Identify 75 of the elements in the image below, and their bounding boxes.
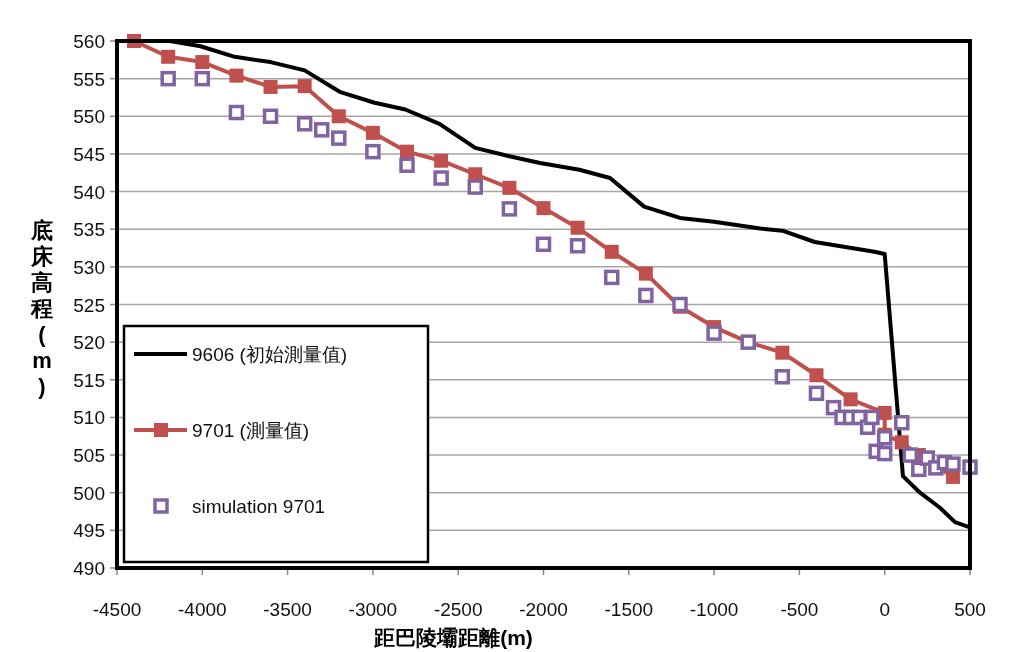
point bbox=[809, 368, 824, 383]
y-tick-label: 530 bbox=[73, 256, 105, 278]
x-tick-label: -1000 bbox=[689, 599, 739, 620]
point bbox=[876, 430, 893, 446]
point bbox=[843, 392, 858, 407]
point bbox=[604, 244, 619, 259]
point bbox=[911, 461, 927, 478]
point bbox=[195, 55, 210, 70]
point bbox=[877, 405, 892, 420]
point bbox=[296, 116, 313, 132]
point bbox=[399, 157, 415, 173]
point bbox=[536, 201, 551, 216]
y-tick-label: 545 bbox=[73, 143, 105, 165]
point bbox=[502, 180, 517, 195]
point bbox=[945, 456, 961, 472]
y-tick-label: 515 bbox=[73, 369, 105, 391]
point bbox=[775, 345, 790, 360]
point bbox=[194, 70, 211, 87]
legend-label: 9606 (初始測量值) bbox=[192, 344, 348, 365]
point bbox=[706, 325, 722, 341]
point bbox=[331, 109, 346, 124]
point bbox=[160, 70, 176, 87]
x-tick-label: -1500 bbox=[604, 599, 654, 620]
point bbox=[433, 170, 449, 186]
x-tick-label: 500 bbox=[954, 599, 986, 620]
point bbox=[774, 369, 791, 385]
x-tick-label: -4000 bbox=[178, 599, 227, 620]
point bbox=[638, 287, 654, 304]
point bbox=[902, 447, 919, 463]
point bbox=[864, 409, 880, 426]
point bbox=[263, 79, 278, 94]
y-tick-label: 525 bbox=[73, 294, 105, 316]
x-tick-label: -2500 bbox=[433, 599, 483, 620]
point bbox=[365, 143, 381, 160]
y-tick-label: 560 bbox=[73, 31, 105, 52]
point bbox=[297, 79, 312, 94]
point bbox=[228, 104, 245, 121]
y-tick-label: 500 bbox=[73, 482, 105, 504]
point bbox=[894, 435, 909, 450]
y-tick-label: 555 bbox=[73, 68, 105, 90]
legend-label: 9701 (測量值) bbox=[192, 420, 310, 441]
point bbox=[161, 49, 176, 64]
y-tick-label: 510 bbox=[73, 407, 105, 429]
point bbox=[808, 385, 825, 402]
y-tick-label: 535 bbox=[73, 219, 105, 241]
x-tick-label: 0 bbox=[879, 599, 890, 620]
point bbox=[313, 122, 330, 138]
x-tick-label: -2000 bbox=[519, 599, 568, 620]
point bbox=[894, 414, 910, 431]
y-tick-label: 490 bbox=[73, 558, 105, 579]
point bbox=[569, 238, 586, 254]
x-axis-title: 距巴陵壩距離(m) bbox=[373, 626, 533, 649]
point bbox=[501, 201, 518, 217]
x-tick-label: -3000 bbox=[348, 599, 398, 620]
point bbox=[229, 68, 244, 83]
point bbox=[365, 125, 380, 140]
point bbox=[876, 445, 893, 462]
point bbox=[638, 266, 653, 281]
y-tick-label: 550 bbox=[73, 106, 105, 128]
y-tick-label: 505 bbox=[73, 445, 105, 467]
x-tick-label: -4500 bbox=[92, 599, 142, 620]
point bbox=[467, 179, 484, 195]
x-tick-label: -500 bbox=[780, 599, 819, 620]
y-tick-label: 540 bbox=[73, 181, 105, 203]
point bbox=[535, 236, 552, 253]
point bbox=[570, 220, 585, 235]
point bbox=[603, 269, 620, 286]
x-tick-label: -3500 bbox=[263, 599, 312, 620]
y-tick-label: 520 bbox=[73, 332, 105, 354]
point bbox=[434, 153, 449, 168]
y-tick-label: 495 bbox=[73, 520, 105, 542]
legend-label: simulation 9701 bbox=[192, 496, 326, 517]
point bbox=[331, 130, 347, 146]
point bbox=[262, 108, 279, 125]
y-axis-title: 底床高程(m) bbox=[30, 218, 54, 399]
